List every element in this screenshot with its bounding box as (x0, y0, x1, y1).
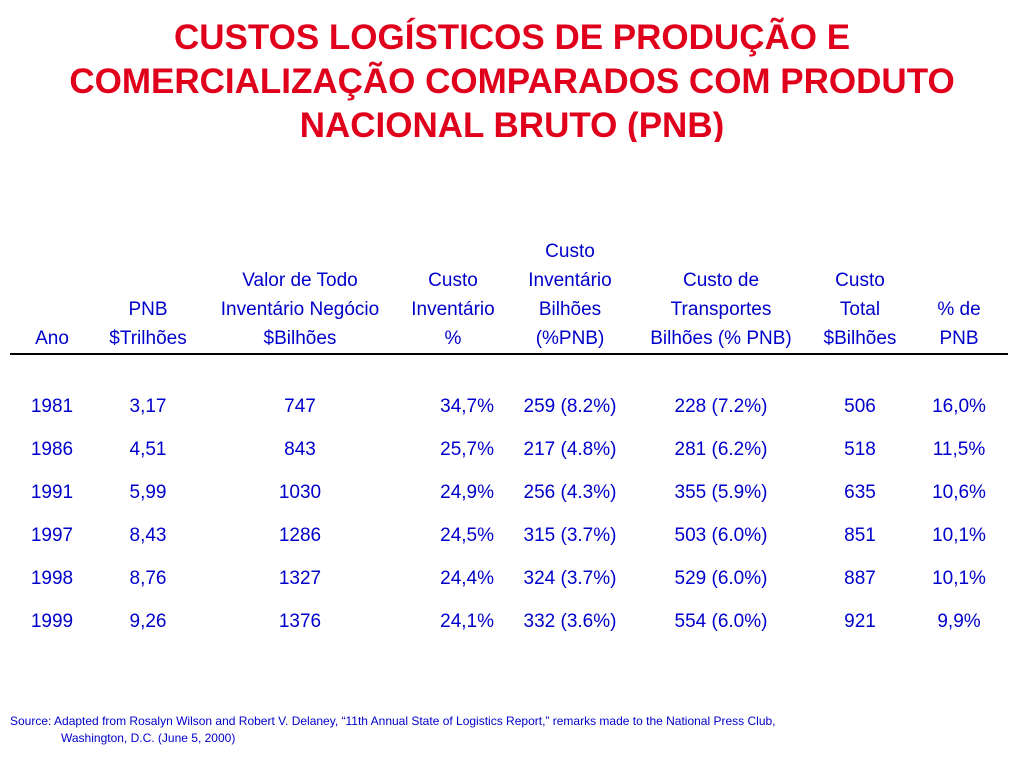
table-cell: 1286 (278, 525, 322, 546)
table-header: Ano PNB $Trilhões Valor de Todo Inventário… (10, 237, 1008, 355)
table-row: 1981 3,17 747 34,7% 259 (8.2%) 228 (7.2%) 506 1… (10, 385, 1008, 428)
header-label-line: Total (839, 299, 881, 320)
header-label-line: Bilhões (% PNB) (650, 328, 792, 349)
source-citation: Source: Adapted from Rosalyn Wilson and … (10, 713, 1010, 747)
header-label-line: Transportes (670, 299, 772, 320)
table-cell: 25,7% (440, 439, 494, 460)
header-label-line: $Bilhões (263, 328, 337, 349)
table-row: 1991 5,99 1030 24,9% 256 (4.3%) 355 (5.9%) 635… (10, 471, 1008, 514)
table-cell: 217 (4.8%) (523, 439, 617, 460)
header-label-line: Valor de Todo (242, 270, 358, 291)
header-row: Ano PNB $Trilhões Valor de Todo Inventário… (10, 237, 1008, 355)
header-cell: % de PNB (910, 237, 1008, 355)
page-title: CUSTOS LOGÍSTICOS DE PRODUÇÃO E COMERCIA… (0, 16, 1024, 142)
header-label-line: PNB (939, 328, 979, 349)
table-cell: 10,1% (932, 568, 986, 589)
table-cell: 529 (6.0%) (674, 568, 768, 589)
title-region: CUSTOS LOGÍSTICOS DE PRODUÇÃO E COMERCIA… (0, 0, 1024, 142)
table-cell: 1999 (30, 611, 74, 632)
table-cell: 1376 (278, 611, 322, 632)
table-cell: 11,5% (932, 439, 986, 460)
table-cell: 259 (8.2%) (523, 396, 617, 417)
title-line-1: CUSTOS LOGÍSTICOS DE PRODUÇÃO E (173, 18, 851, 57)
table-cell: 635 (844, 482, 876, 503)
table-row: 1998 8,76 1327 24,4% 324 (3.7%) 529 (6.0%) 887… (10, 557, 1008, 600)
table-cell: 8,43 (129, 525, 167, 546)
table-cell: 851 (844, 525, 876, 546)
table-cell: 921 (844, 611, 876, 632)
table-cell: 1327 (278, 568, 322, 589)
table-cell: 9,9% (937, 611, 981, 632)
title-line-3: NACIONAL BRUTO (PNB) (299, 106, 725, 142)
table-cell: 24,1% (440, 611, 494, 632)
header-cell: PNB $Trilhões (94, 237, 202, 355)
title-line-2: COMERCIALIZAÇÃO COMPARADOS COM PRODUTO (69, 62, 955, 101)
header-cell: Custo de Transportes Bilhões (% PNB) (632, 237, 810, 355)
table-cell: 1991 (30, 482, 74, 503)
header-cell: Custo Total $Bilhões (810, 237, 910, 355)
table-cell: 503 (6.0%) (674, 525, 768, 546)
table-cell: 228 (7.2%) (674, 396, 768, 417)
table-row: 1986 4,51 843 25,7% 217 (4.8%) 281 (6.2%) 518 1… (10, 428, 1008, 471)
header-cell: Ano (10, 237, 94, 355)
table-cell: 10,6% (932, 482, 986, 503)
table-cell: 8,76 (129, 568, 167, 589)
header-cell: Valor de Todo Inventário Negócio $Bilhões (202, 237, 398, 355)
table-cell: 887 (844, 568, 876, 589)
header-label-line: Custo (835, 270, 885, 291)
header-label-line: Custo de (682, 270, 760, 291)
table-cell: 3,17 (129, 396, 167, 417)
table-cell: 1981 (30, 396, 74, 417)
header-label-line: $Trilhões (109, 328, 187, 349)
table-cell: 1997 (30, 525, 74, 546)
table-cell: 5,99 (129, 482, 167, 503)
header-label-line: Custo (545, 241, 595, 262)
header-label-line: % de (937, 299, 981, 320)
table-cell: 24,9% (440, 482, 494, 503)
table-cell: 843 (284, 439, 316, 460)
table-cell: 324 (3.7%) (523, 568, 617, 589)
header-label-line: (%PNB) (535, 328, 605, 349)
header-label-line: Custo (428, 270, 478, 291)
header-label-line: Inventário Negócio (220, 299, 380, 320)
header-label-line: Inventário (528, 270, 612, 291)
table-cell: 24,5% (440, 525, 494, 546)
logistics-cost-table: Ano PNB $Trilhões Valor de Todo Inventário… (10, 237, 1008, 643)
table-cell: 554 (6.0%) (674, 611, 768, 632)
table-cell: 355 (5.9%) (674, 482, 768, 503)
table-cell: 34,7% (440, 396, 494, 417)
header-label-line: Ano (35, 328, 69, 349)
table-cell: 1986 (30, 439, 74, 460)
table-cell: 10,1% (932, 525, 986, 546)
table-body: 1981 3,17 747 34,7% 259 (8.2%) 228 (7.2%) 506 1… (10, 354, 1008, 643)
table-row: 1999 9,26 1376 24,1% 332 (3.6%) 554 (6.0%) 921… (10, 600, 1008, 643)
header-label-line: % (444, 328, 462, 349)
source-line-1: Source: Adapted from Rosalyn Wilson and … (10, 714, 776, 728)
table-cell: 9,26 (129, 611, 167, 632)
table-cell: 1030 (278, 482, 322, 503)
table-cell: 315 (3.7%) (523, 525, 617, 546)
header-label-line: $Bilhões (823, 328, 897, 349)
table-cell: 518 (844, 439, 876, 460)
table-cell: 281 (6.2%) (674, 439, 768, 460)
table-cell: 256 (4.3%) (523, 482, 617, 503)
table-cell: 24,4% (440, 568, 494, 589)
header-cell: Custo Inventário Bilhões (%PNB) (508, 237, 632, 355)
header-label-line: PNB (128, 299, 168, 320)
table-cell: 1998 (30, 568, 74, 589)
source-line-2: Washington, D.C. (June 5, 2000) (61, 731, 236, 745)
spacer-row (10, 354, 1008, 385)
table-cell: 4,51 (129, 439, 167, 460)
header-label-line: Bilhões (538, 299, 602, 320)
table-cell: 747 (284, 396, 316, 417)
header-label-line: Inventário (411, 299, 495, 320)
table-cell: 332 (3.6%) (523, 611, 617, 632)
table-cell: 506 (844, 396, 876, 417)
header-cell: Custo Inventário% (398, 237, 508, 355)
table-cell: 16,0% (932, 396, 986, 417)
table-row: 1997 8,43 1286 24,5% 315 (3.7%) 503 (6.0%) 851… (10, 514, 1008, 557)
